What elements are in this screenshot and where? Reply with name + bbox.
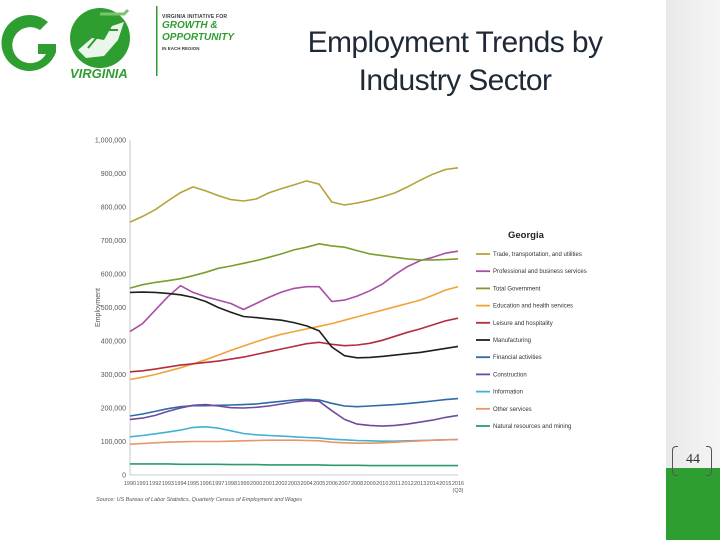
legend-entry: Construction [493, 372, 527, 378]
logo-line1: VIRGINIA INITIATIVE FOR [162, 14, 228, 20]
chart-source-note: Source: US Bureau of Labor Statistics, Q… [96, 497, 302, 503]
x-tick-label: 2003 [288, 481, 300, 487]
y-tick-label: 1,000,000 [95, 138, 126, 145]
logo-virginia-text: VIRGINIA [70, 66, 128, 81]
legend-entry: Trade, transportation, and utilities [493, 252, 582, 258]
x-tick-label: 2009 [364, 481, 376, 487]
y-tick-label: 800,000 [101, 205, 126, 212]
x-tick-label: 2013 [414, 481, 426, 487]
y-tick-label: 600,000 [101, 272, 126, 279]
series-line [129, 167, 459, 223]
legend-title: Georgia [508, 230, 545, 241]
series-line [129, 438, 459, 445]
slide-title: Employment Trends by Industry Sector [270, 24, 640, 100]
x-tick-label: 2011 [389, 481, 401, 487]
legend-entry: Financial activities [493, 355, 542, 361]
x-tick-label: 1999 [237, 481, 249, 487]
logo-line4: IN EACH REGION [162, 46, 200, 51]
series-line [129, 399, 459, 427]
y-tick-label: 300,000 [101, 372, 126, 379]
legend-entry: Total Government [493, 286, 541, 292]
x-tick-label: 1993 [162, 481, 174, 487]
series-line [129, 291, 459, 359]
x-tick-label: 2014 [427, 481, 439, 487]
y-tick-label: 900,000 [101, 171, 126, 178]
x-tick-label: 1997 [212, 481, 224, 487]
go-virginia-logo: VIRGINIA [1, 6, 158, 81]
x-tick-label: 1992 [149, 481, 161, 487]
legend-entry: Professional and business services [493, 269, 587, 275]
logo-line2: GROWTH & [162, 20, 218, 31]
series-line [129, 285, 459, 381]
series-line [129, 317, 459, 373]
page-number-bracket-left [672, 446, 678, 476]
x-tick-label: 2015 [439, 481, 451, 487]
x-tick-note: (Q3) [453, 488, 464, 494]
x-tick-label: 2000 [250, 481, 262, 487]
x-tick-label: 2005 [313, 481, 325, 487]
x-tick-label: 2004 [300, 481, 312, 487]
y-axis-label: Employment [95, 288, 102, 327]
legend-entry: Manufacturing [493, 338, 531, 344]
x-tick-label: 2001 [263, 481, 275, 487]
x-tick-label: 1990 [124, 481, 136, 487]
slide-title-line1: Employment Trends by [307, 26, 603, 59]
x-tick-label: 1994 [174, 481, 186, 487]
employment-chart: 0 100,000 200,000 300,000 400,000 500,000 600,… [78, 130, 608, 510]
series-line [130, 463, 458, 467]
x-tick-label: 2006 [326, 481, 338, 487]
x-tick-label: 1996 [200, 481, 212, 487]
logo-graphic [1, 6, 158, 76]
x-tick-label: 2016 [452, 481, 464, 487]
page-number: 44 [686, 452, 700, 467]
x-tick-label: 2012 [401, 481, 413, 487]
side-accent-stripe [666, 468, 720, 540]
y-tick-label: 100,000 [101, 439, 126, 446]
x-tick-label: 2010 [376, 481, 388, 487]
legend-entry: Leisure and hospitality [493, 321, 553, 327]
x-tick-label: 1995 [187, 481, 199, 487]
y-tick-label: 200,000 [101, 406, 126, 413]
legend-entry: Education and health services [493, 304, 573, 310]
chart-svg: 0 100,000 200,000 300,000 400,000 500,000 600,… [78, 130, 608, 510]
logo-line3: OPPORTUNITY [162, 32, 235, 43]
x-tick-label: 2007 [338, 481, 350, 487]
page-number-bracket-right [706, 446, 712, 476]
legend-entry: Other services [493, 407, 532, 413]
y-tick-label: 500,000 [101, 305, 126, 312]
x-tick-label: 1991 [136, 481, 148, 487]
logo-tagline: VIRGINIA INITIATIVE FOR GROWTH & OPPORTU… [162, 14, 262, 51]
series-line [129, 250, 459, 333]
x-tick-label: 2008 [351, 481, 363, 487]
y-tick-label: 700,000 [101, 238, 126, 245]
legend-entry: Natural resources and mining [493, 424, 571, 430]
x-tick-label: 2002 [275, 481, 287, 487]
legend-entry: Information [493, 390, 523, 396]
series-line [129, 243, 459, 289]
y-tick-label: 400,000 [101, 339, 126, 346]
x-tick-label: 1998 [225, 481, 237, 487]
y-tick-label: 0 [122, 473, 126, 480]
slide-title-line2: Industry Sector [358, 64, 552, 97]
